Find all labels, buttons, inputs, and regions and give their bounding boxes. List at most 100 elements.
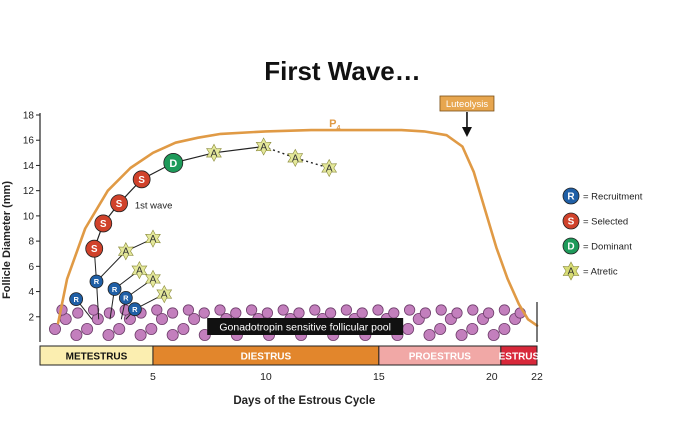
pool-follicle xyxy=(388,307,400,319)
atretic-follicle-letter: A xyxy=(211,148,218,159)
wave-label: 1st wave xyxy=(135,200,173,211)
atretic-follicle-letter: A xyxy=(260,142,267,153)
recruitment-follicle-letter: R xyxy=(132,305,138,314)
y-tick-label: 16 xyxy=(23,136,35,147)
pool-follicle xyxy=(145,322,158,335)
recruitment-follicle xyxy=(69,292,84,307)
pool-follicle xyxy=(324,307,337,319)
pool-follicle xyxy=(455,328,468,341)
selected-follicle xyxy=(85,239,104,258)
legend-r-symbol xyxy=(562,187,580,205)
pool-follicle xyxy=(102,328,115,341)
x-tick-label: 15 xyxy=(373,371,385,383)
y-tick-label: 10 xyxy=(23,211,35,222)
legend-symbol-letter: R xyxy=(567,192,575,203)
legend-symbol-letter: D xyxy=(567,242,574,253)
pool-follicle xyxy=(167,307,179,319)
phase-estrus xyxy=(500,345,538,366)
x-tick-label: 20 xyxy=(486,371,498,383)
pool-follicle xyxy=(72,307,84,319)
selected-follicle-letter: S xyxy=(100,219,107,230)
y-tick-label: 4 xyxy=(28,287,34,298)
recruitment-follicle xyxy=(107,282,122,296)
luteolysis-label: Luteolysis xyxy=(446,99,488,110)
atretic-follicle xyxy=(206,143,222,162)
recruitment-follicle-letter: R xyxy=(112,285,118,294)
pool-follicle xyxy=(356,307,368,319)
atretic-follicle-letter: A xyxy=(292,153,299,164)
pool-follicle xyxy=(277,304,289,316)
atretic-follicle xyxy=(255,137,272,156)
pool-follicle xyxy=(246,304,258,316)
selected-follicle xyxy=(110,194,128,213)
pool-follicle xyxy=(113,322,126,335)
luteolysis-box xyxy=(439,95,495,112)
phase-label: DIESTRUS xyxy=(241,352,292,363)
x-tick-label: 10 xyxy=(260,371,272,383)
pool-follicle xyxy=(70,328,83,341)
x-tick-label: 22 xyxy=(531,371,543,383)
dominant-follicle-letter: D xyxy=(169,158,177,170)
pool-follicle xyxy=(498,322,511,335)
legend-symbol-letter: A xyxy=(568,267,575,278)
recruitment-follicle xyxy=(127,302,142,317)
legend-label: = Recruitment xyxy=(583,192,643,203)
selected-follicle-letter: S xyxy=(91,244,98,255)
atretic-follicle-letter: A xyxy=(150,274,157,285)
legend-d-symbol xyxy=(562,237,580,255)
pool-follicle xyxy=(188,312,201,325)
pool-follicle xyxy=(88,304,100,316)
pool-follicle xyxy=(372,304,384,316)
phase-label: METESTRUS xyxy=(66,352,128,363)
pool-follicle xyxy=(402,322,415,335)
pool-follicle xyxy=(166,328,179,341)
y-tick-label: 18 xyxy=(23,111,35,122)
pool-follicle xyxy=(434,322,447,335)
legend-label: = Atretic xyxy=(583,267,618,278)
pool-follicle xyxy=(451,307,463,319)
atretic-follicle xyxy=(287,148,304,168)
phase-label: PROESTRUS xyxy=(409,352,472,363)
pool-follicle xyxy=(177,322,190,335)
pool-follicle xyxy=(309,304,321,316)
pool-follicle xyxy=(230,307,242,319)
pool-follicle xyxy=(155,312,168,325)
atretic-follicle-letter: A xyxy=(161,290,168,301)
atretic-follicle xyxy=(117,242,134,261)
pool-follicle xyxy=(435,304,447,316)
atretic-follicle xyxy=(156,284,173,304)
pool-follicle xyxy=(340,304,352,316)
pool-follicle xyxy=(151,304,163,316)
p4-label: P4 xyxy=(329,118,340,132)
pool-follicle xyxy=(49,322,62,335)
pool-follicle xyxy=(214,304,226,316)
pool-follicle xyxy=(81,322,94,335)
x-axis-label: Days of the Estrous Cycle xyxy=(233,395,375,407)
pool-follicle xyxy=(419,307,431,319)
phase-label: ESTRUS xyxy=(499,352,540,363)
recruitment-follicle-letter: R xyxy=(123,294,129,303)
atretic-follicle xyxy=(321,158,338,178)
selected-follicle-letter: S xyxy=(138,175,145,186)
selected-follicle-letter: S xyxy=(116,199,123,210)
selected-follicle xyxy=(132,170,151,189)
legend-atretic-symbol xyxy=(562,261,580,281)
pool-follicle xyxy=(487,328,500,341)
y-tick-label: 8 xyxy=(28,237,34,248)
y-axis-label: Follicle Diameter (mm) xyxy=(1,181,13,299)
y-tick-label: 6 xyxy=(28,262,34,273)
recruitment-follicle-letter: R xyxy=(94,277,100,286)
legend-label: = Selected xyxy=(583,217,628,228)
pool-label: Gonadotropin sensitive follicular pool xyxy=(219,322,391,334)
atretic-follicle-letter: A xyxy=(326,163,333,174)
p4-curve-line xyxy=(56,128,539,327)
pool-label-box xyxy=(207,318,404,335)
pool-follicle xyxy=(182,304,194,316)
recruitment-follicle xyxy=(118,290,133,305)
chart-title: First Wave… xyxy=(264,56,421,86)
atretic-follicle xyxy=(145,269,161,289)
pool-follicle xyxy=(293,307,305,319)
y-tick-label: 2 xyxy=(28,312,34,323)
pool-follicle xyxy=(134,328,147,341)
pool-follicle xyxy=(498,304,510,316)
